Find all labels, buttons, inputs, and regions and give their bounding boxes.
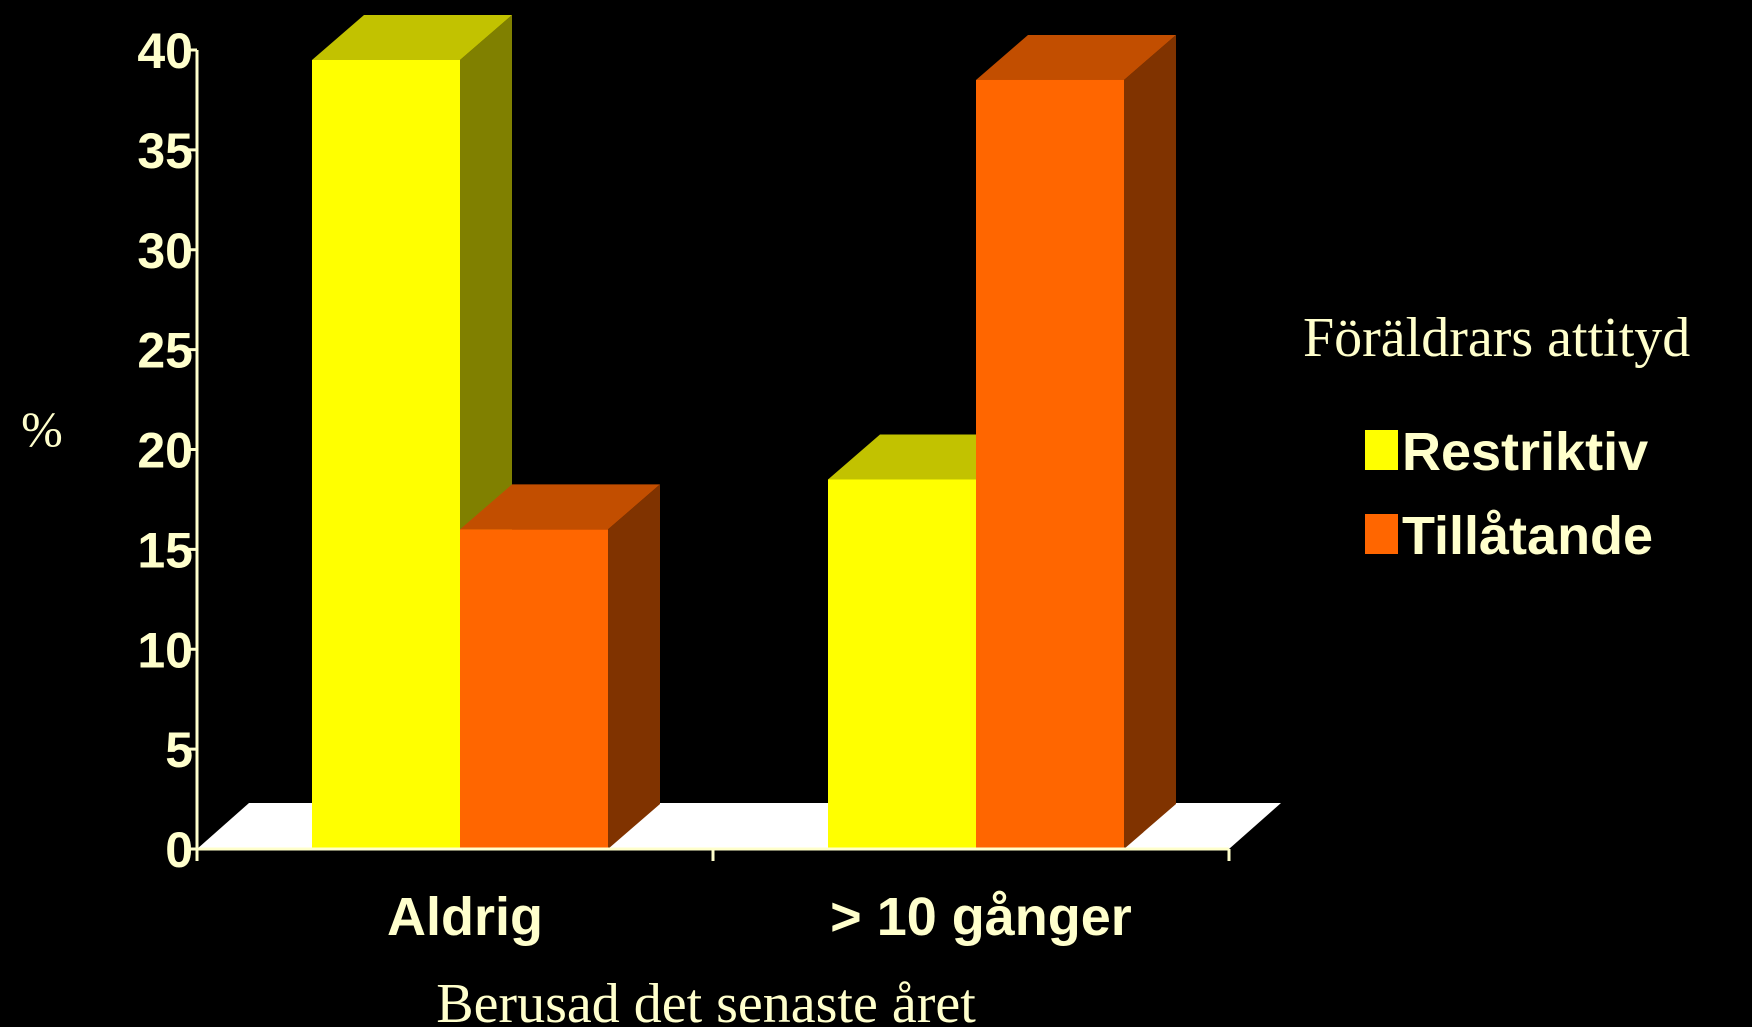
legend-group: Restriktiv Tillåtande [1365, 422, 1653, 566]
y-tick-label: 10 [137, 622, 193, 678]
x-axis-label: Berusad det senaste året [436, 973, 976, 1027]
legend-label: Restriktiv [1402, 422, 1648, 482]
y-tick-label: 30 [137, 223, 193, 279]
bar-front [976, 79, 1124, 849]
legend-label: Tillåtande [1402, 506, 1653, 566]
bar-top [976, 34, 1176, 80]
y-tick-label: 20 [137, 423, 193, 479]
y-tick-label: 5 [165, 722, 193, 778]
bar-front [828, 479, 976, 849]
y-tick-label: 0 [165, 822, 193, 878]
y-tick-label: 40 [137, 23, 193, 79]
bar-top [460, 484, 660, 530]
x-category-label: Aldrig [387, 887, 543, 947]
legend-swatch [1365, 430, 1398, 470]
x-ticks-group: Aldrig > 10 gånger [195, 849, 1231, 947]
y-tick-label: 15 [137, 522, 193, 578]
y-axis-label: % [21, 401, 63, 457]
bar [460, 484, 660, 849]
legend-swatch [1365, 514, 1398, 554]
y-ticks-group: 0 5 10 15 20 25 30 35 40 [137, 23, 197, 878]
bar-side [1124, 34, 1176, 849]
bar-top [312, 14, 512, 60]
bar-front [312, 59, 460, 850]
x-category-label: > 10 gånger [830, 887, 1132, 947]
bar-side [608, 484, 660, 849]
y-tick-label: 35 [137, 123, 193, 179]
bar [976, 34, 1176, 849]
bar-front [460, 529, 608, 849]
legend-title: Föräldrars attityd [1303, 307, 1690, 369]
bars-group [312, 14, 1176, 850]
y-tick-label: 25 [137, 323, 193, 379]
